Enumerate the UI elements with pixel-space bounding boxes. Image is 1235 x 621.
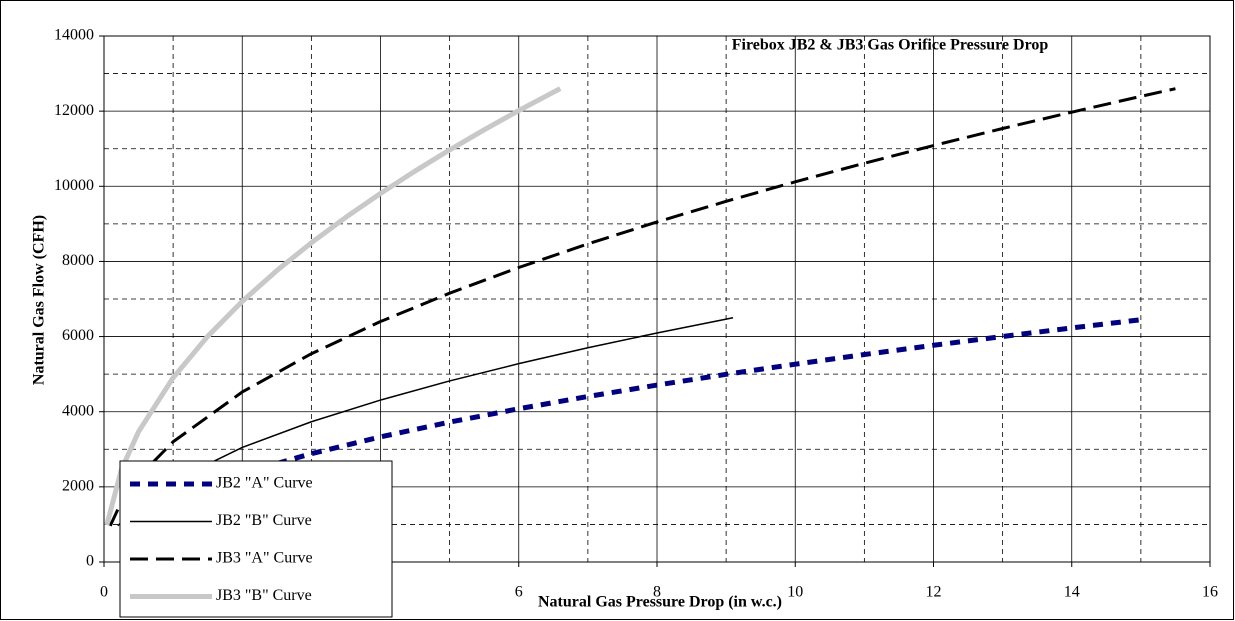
y-tick-label: 6000 <box>62 327 94 344</box>
x-tick-label: 12 <box>926 584 942 601</box>
legend-label: JB3 "A" Curve <box>216 550 313 567</box>
chart-title: Firebox JB2 & JB3 Gas Orifice Pressure D… <box>732 37 1049 54</box>
legend-label: JB2 "B" Curve <box>216 512 312 529</box>
y-tick-label: 0 <box>86 553 94 570</box>
x-axis-label: Natural Gas Pressure Drop (in w.c.) <box>538 594 782 611</box>
y-axis-label: Natural Gas Flow (CFH) <box>31 215 48 385</box>
y-tick-label: 14000 <box>54 27 94 44</box>
legend-label: JB2 "A" Curve <box>216 475 313 492</box>
legend-box <box>119 460 393 618</box>
x-tick-label: 10 <box>787 584 803 601</box>
y-tick-label: 4000 <box>62 402 94 419</box>
legend: JB2 "A" Curve JB2 "B" Curve JB3 "A" Curve J… <box>119 460 393 618</box>
y-tick-label: 2000 <box>62 478 94 495</box>
series-line <box>108 87 1176 527</box>
y-tick-label: 12000 <box>54 102 94 119</box>
x-tick-label: 8 <box>653 584 661 601</box>
x-tick-label: 16 <box>1202 584 1218 601</box>
y-tick-label: 10000 <box>54 177 94 194</box>
series-line <box>104 86 562 526</box>
x-tick-label: 14 <box>1064 584 1080 601</box>
series-line <box>126 317 1142 528</box>
x-tick-label: 0 <box>100 584 108 601</box>
x-tick-label: 6 <box>515 584 523 601</box>
legend-label: JB3 "B" Curve <box>216 587 312 604</box>
y-tick-label: 8000 <box>62 252 94 269</box>
